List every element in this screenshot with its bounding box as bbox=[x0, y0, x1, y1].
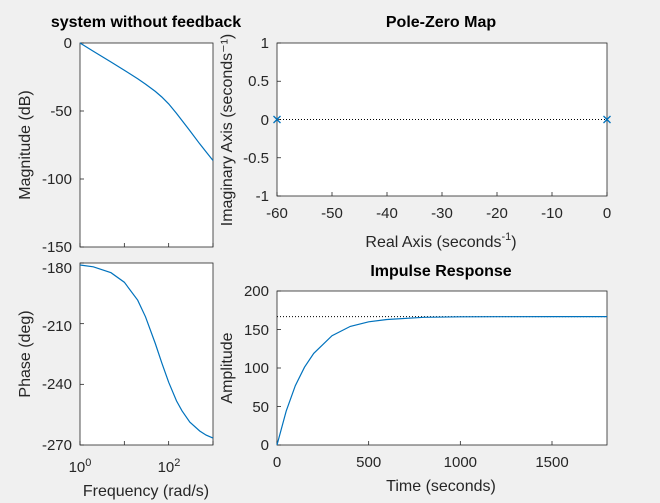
pole-zero-title: Pole-Zero Map bbox=[386, 14, 496, 31]
magnitude-title: system without feedback bbox=[51, 14, 241, 31]
phase-plot: Phase (deg) -180 -210 -240 -270 100 102 … bbox=[17, 260, 214, 500]
imp-xtick: 1500 bbox=[535, 454, 568, 471]
phase-ytick: -270 bbox=[42, 437, 72, 454]
phase-xtick: 100 bbox=[69, 457, 92, 476]
pz-ytick: 0 bbox=[261, 112, 269, 129]
impulse-ylabel: Amplitude bbox=[219, 332, 236, 403]
phase-xlabel: Frequency (rad/s) bbox=[83, 483, 209, 500]
phase-ytick: -180 bbox=[42, 260, 72, 277]
pz-xtick: -30 bbox=[431, 205, 453, 222]
phase-ytick: -240 bbox=[42, 376, 72, 393]
imp-ytick: 150 bbox=[244, 322, 269, 339]
pz-xtick: 0 bbox=[603, 205, 611, 222]
phase-series-line bbox=[79, 264, 214, 439]
mag-ytick: -100 bbox=[42, 171, 72, 188]
pole-zero-plot: Pole-Zero Map Imaginary Axis (seconds⁻¹)… bbox=[219, 14, 611, 251]
pz-ytick: -1 bbox=[256, 188, 269, 205]
pz-ytick: -0.5 bbox=[243, 150, 269, 167]
pz-ytick: 1 bbox=[261, 35, 269, 52]
pole-zero-ylabel: Imaginary Axis (seconds⁻¹) bbox=[219, 34, 236, 227]
pole-zero-xlabel: Real Axis (seconds-1) bbox=[365, 231, 516, 251]
phase-xtick: 102 bbox=[158, 457, 181, 476]
magnitude-axes bbox=[79, 42, 214, 248]
imp-ytick: 50 bbox=[252, 399, 269, 416]
magnitude-series-line bbox=[79, 42, 214, 161]
impulse-title: Impulse Response bbox=[370, 263, 511, 280]
impulse-series-line bbox=[276, 316, 607, 446]
magnitude-ylabel: Magnitude (dB) bbox=[17, 90, 34, 199]
pz-xtick: -40 bbox=[376, 205, 398, 222]
pole-marker bbox=[603, 115, 611, 124]
pz-xtick: -50 bbox=[321, 205, 343, 222]
pole-marker bbox=[273, 115, 281, 124]
phase-axes bbox=[79, 262, 214, 446]
phase-ytick: -210 bbox=[42, 318, 72, 335]
impulse-xlabel: Time (seconds) bbox=[386, 478, 496, 495]
imp-xtick: 1000 bbox=[444, 454, 477, 471]
mag-ytick: -50 bbox=[50, 103, 72, 120]
pz-ytick: 0.5 bbox=[248, 73, 269, 90]
mag-ytick: 0 bbox=[64, 35, 72, 52]
phase-ylabel: Phase (deg) bbox=[17, 310, 34, 397]
pz-xtick: -10 bbox=[541, 205, 563, 222]
mag-ytick: -150 bbox=[42, 239, 72, 256]
imp-xtick: 500 bbox=[356, 454, 381, 471]
pz-xtick: -60 bbox=[266, 205, 288, 222]
imp-ytick: 100 bbox=[244, 360, 269, 377]
impulse-plot: Impulse Response Amplitude Time (seconds… bbox=[219, 263, 608, 495]
imp-ytick: 200 bbox=[244, 283, 269, 300]
impulse-axes bbox=[276, 290, 608, 446]
pz-xtick: -20 bbox=[486, 205, 508, 222]
imp-ytick: 0 bbox=[261, 437, 269, 454]
imp-xtick: 0 bbox=[273, 454, 281, 471]
magnitude-plot: system without feedback Magnitude (dB) 0… bbox=[17, 14, 241, 256]
